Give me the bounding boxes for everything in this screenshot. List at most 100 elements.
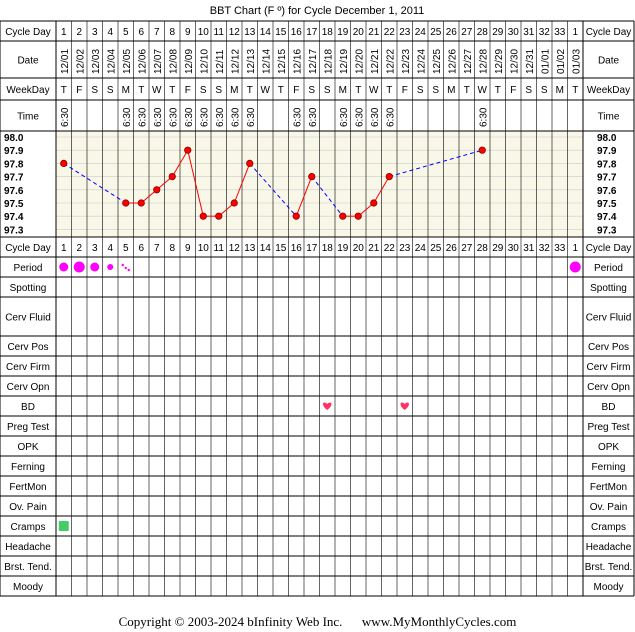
cycle_day-cell: 1 — [572, 27, 578, 38]
cycle_day-cell: 29 — [492, 27, 504, 38]
temp-gap-segment — [63, 162, 127, 204]
temp-gap-segment — [311, 176, 344, 217]
weekday-cell: T — [495, 85, 501, 96]
period-dot-icon — [124, 266, 127, 270]
cycle_day-cell: 22 — [384, 27, 396, 38]
y-tick-left: 97.7 — [4, 173, 24, 184]
date-cell: 01/02 — [556, 49, 567, 74]
tracking-row-label: Preg Test — [7, 422, 49, 433]
cycle_day-cell: 5 — [123, 27, 129, 38]
cycle_day-cell: 32 — [539, 27, 551, 38]
temp-point — [354, 212, 362, 220]
y-tick-left: 97.6 — [4, 186, 24, 197]
cycle-day-cell: 11 — [214, 243, 225, 254]
cycle_day-cell: 9 — [185, 27, 191, 38]
cycle_day-cell: 19 — [337, 27, 349, 38]
y-tick-right: 97.5 — [597, 199, 617, 210]
heart-icon — [400, 402, 409, 410]
cycle_day-cell: 13 — [244, 27, 256, 38]
tracking-row-label-right: BD — [602, 402, 616, 413]
date-cell: 12/03 — [91, 49, 102, 74]
cycle-day-cell: 20 — [353, 243, 365, 254]
date-cell: 12/24 — [416, 49, 427, 74]
time-row-label: Time — [17, 112, 39, 123]
tracking-row-label: OPK — [17, 442, 38, 453]
weekday-cell: W — [369, 85, 379, 96]
weekday-cell: W — [478, 85, 488, 96]
y-tick-right: 98.0 — [597, 133, 617, 144]
weekday-cell: W — [152, 85, 162, 96]
date-cell: 12/26 — [447, 49, 458, 74]
tracking-row-label: Cycle Day — [5, 243, 51, 254]
y-tick-right: 97.7 — [597, 173, 617, 184]
weekday-cell: M — [556, 85, 564, 96]
date-cell: 12/28 — [478, 49, 489, 74]
cycle_day-cell: 27 — [461, 27, 473, 38]
date-row-label: Date — [17, 56, 39, 67]
cycle-day-cell: 10 — [198, 243, 210, 254]
tracking-row-label-right: Cerv Pos — [588, 342, 629, 353]
tracking-row-label: Moody — [13, 582, 43, 593]
time-cell: 6:30 — [385, 107, 396, 127]
date-cell: 12/08 — [168, 49, 179, 74]
weekday-cell: T — [278, 85, 284, 96]
weekday-cell: S — [107, 85, 114, 96]
cycle_day-cell: 6 — [138, 27, 144, 38]
date-cell: 12/22 — [385, 49, 396, 74]
tracking-row-label-right: Ferning — [592, 462, 626, 473]
cycle-day-cell: 1 — [572, 243, 578, 254]
cycle-day-cell: 32 — [539, 243, 551, 254]
weekday-cell: S — [324, 85, 331, 96]
cycle-day-cell: 3 — [92, 243, 98, 254]
weekday-row-label: WeekDay — [6, 85, 49, 96]
time-cell: 6:30 — [215, 107, 226, 127]
y-tick-right: 97.3 — [597, 225, 617, 236]
temp-point — [339, 212, 347, 220]
weekday-cell: S — [308, 85, 315, 96]
cycle-day-cell: 25 — [430, 243, 442, 254]
weekday-cell: S — [200, 85, 207, 96]
cycle-day-cell: 2 — [76, 243, 82, 254]
time-cell: 6:30 — [60, 107, 71, 127]
tracking-row-label-right: Preg Test — [587, 422, 629, 433]
temp-point — [215, 212, 223, 220]
weekday-cell: T — [355, 85, 361, 96]
weekday-cell: T — [247, 85, 253, 96]
weekday-cell: W — [261, 85, 271, 96]
time-cell: 6:30 — [308, 107, 319, 127]
weekday-cell: F — [402, 85, 408, 96]
temp-segment — [295, 176, 313, 217]
temp-point — [246, 159, 254, 167]
weekday-cell: T — [169, 85, 175, 96]
cycle_day-cell: 25 — [430, 27, 442, 38]
tracking-row-label-right: Moody — [593, 582, 623, 593]
weekday-cell: M — [447, 85, 455, 96]
tracking-row-label-right: Brst. Tend. — [585, 562, 633, 573]
period-dot-icon — [73, 261, 85, 273]
weekday-cell: S — [215, 85, 222, 96]
period-dot-icon — [121, 263, 124, 267]
site-link[interactable]: www.MyMonthlyCycles.com — [361, 614, 517, 629]
cycle_day-cell: 16 — [291, 27, 303, 38]
date-cell: 12/20 — [354, 49, 365, 74]
time-row-label-right: Time — [598, 112, 620, 123]
cycle_day-cell: 12 — [229, 27, 241, 38]
date-cell: 12/07 — [153, 49, 164, 74]
temp-point — [385, 173, 393, 181]
cycle-day-cell: 26 — [446, 243, 458, 254]
cycle-day-cell: 16 — [291, 243, 303, 254]
tracking-row-label-right: Cerv Fluid — [586, 313, 632, 324]
cycle_day-cell: 1 — [61, 27, 67, 38]
temp-point — [230, 199, 238, 207]
period-dot-icon — [107, 264, 114, 270]
temp-segment — [233, 163, 251, 204]
tracking-row-label-right: Period — [594, 263, 623, 274]
weekday-cell: T — [464, 85, 470, 96]
tracking-row-label-right: FertMon — [590, 482, 627, 493]
cycle-day-cell: 5 — [123, 243, 129, 254]
temp-segment — [373, 176, 390, 204]
tracking-row-label: Ov. Pain — [9, 502, 47, 513]
cycle_day-cell: 10 — [198, 27, 210, 38]
cycle-day-cell: 19 — [337, 243, 349, 254]
